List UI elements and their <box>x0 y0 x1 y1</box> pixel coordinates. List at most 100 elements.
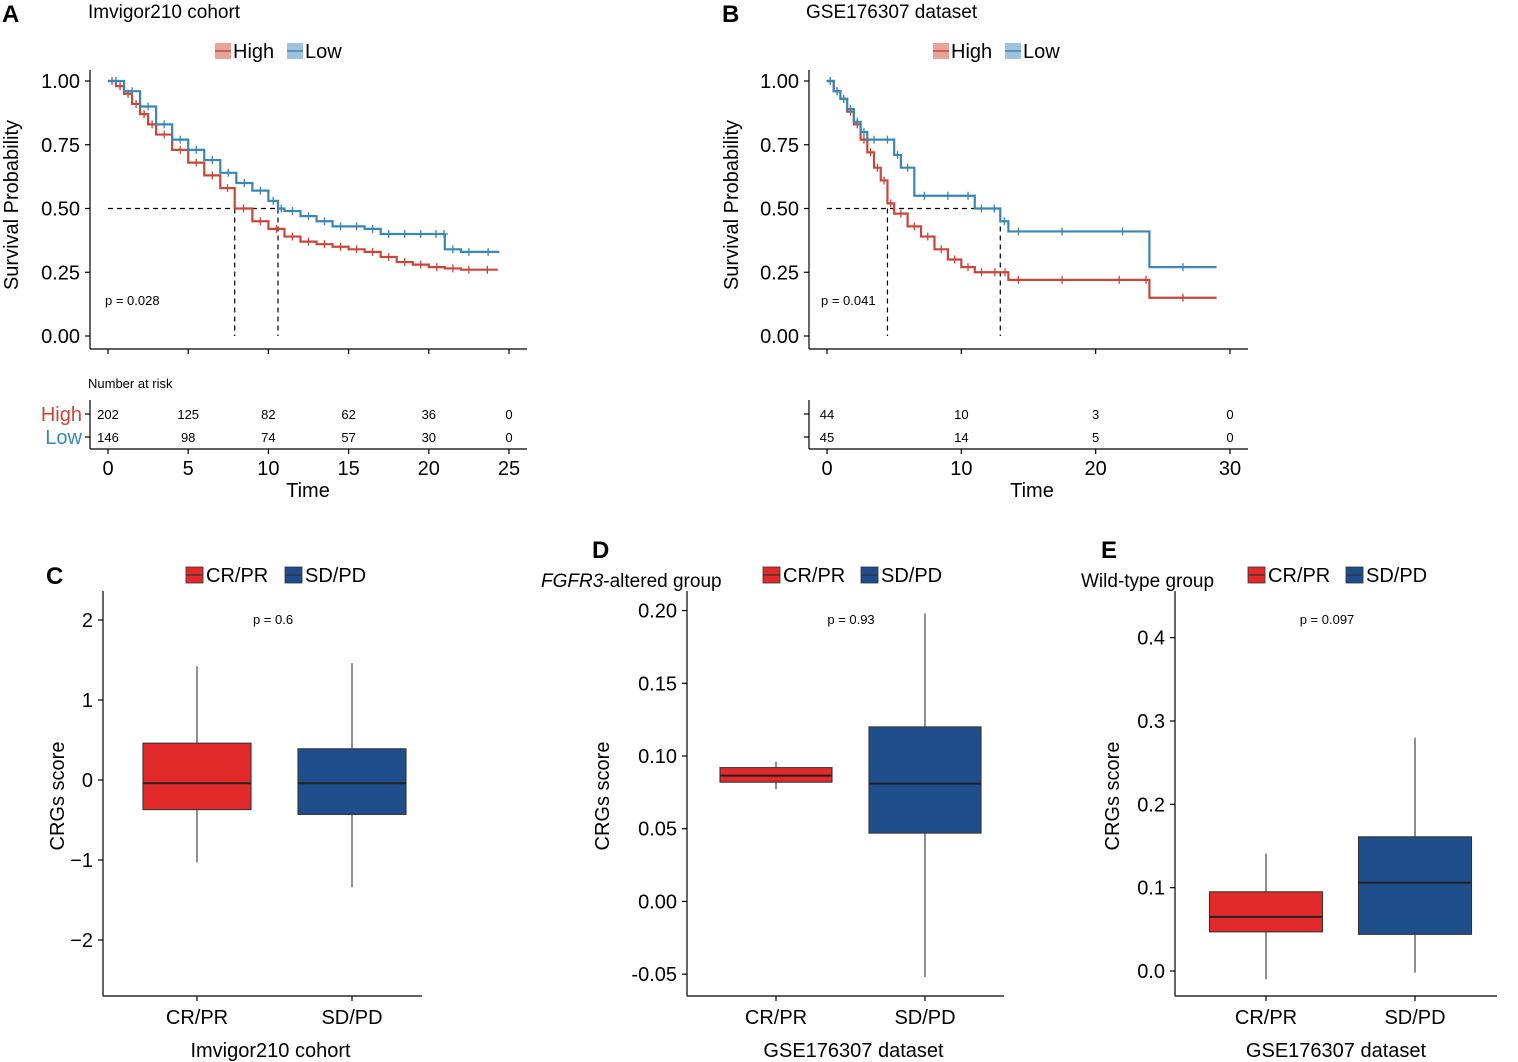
box-cr-pr <box>1208 891 1324 933</box>
x-tick-label-cr-pr: CR/PR <box>745 1007 807 1029</box>
censor-mark-low <box>883 135 892 144</box>
risk-table-heading: Number at risk <box>88 376 173 391</box>
legend-label-cr-pr: CR/PR <box>1268 565 1330 587</box>
censor-mark-low <box>432 230 441 238</box>
censor-mark-high <box>923 232 932 241</box>
censor-mark-high <box>464 265 473 274</box>
risk-count-low: 74 <box>261 430 275 445</box>
km-plot-b: High Low 0.00 0.25 0.50 0.75 1.00 Survival Prob… <box>721 41 1248 502</box>
censor-mark-low <box>859 128 868 136</box>
censor-mark-high <box>148 120 157 129</box>
y-tick-label: −1 <box>70 850 93 872</box>
y-tick-label: 0.50 <box>41 199 80 221</box>
censor-mark-high <box>432 263 441 272</box>
x-tick-label: 25 <box>498 458 520 480</box>
panel-e-title: Wild-type group <box>1081 571 1214 592</box>
censor-mark-low <box>269 196 278 205</box>
y-tick-label: 0.25 <box>760 262 799 284</box>
x-tick-label: 0 <box>102 458 113 480</box>
censor-mark-high <box>192 158 201 167</box>
x-axis-label: Imvigor210 cohort <box>190 1040 351 1062</box>
censor-mark-low <box>1058 227 1067 236</box>
p-value: p = 0.6 <box>253 612 293 627</box>
censor-mark-high <box>1000 268 1009 277</box>
x-tick-label: 10 <box>257 458 279 480</box>
censor-mark-high <box>239 204 248 213</box>
panel-letter-c: C <box>46 563 63 590</box>
legend-label-high: High <box>233 41 274 63</box>
censor-mark-low <box>846 105 855 114</box>
censor-mark-high <box>896 209 905 218</box>
box-sd-pd <box>1357 836 1473 935</box>
censor-mark-low <box>224 168 233 177</box>
censor-mark-low <box>176 135 185 144</box>
y-tick-label: 0.00 <box>760 326 799 348</box>
censor-mark-low <box>484 247 493 256</box>
y-tick-label: 0 <box>82 770 93 792</box>
censor-mark-high <box>1115 275 1124 284</box>
risk-row-name-low: Low <box>45 427 82 449</box>
y-axis-label: CRGs score <box>1102 742 1124 851</box>
x-axis-label: Time <box>286 480 330 502</box>
censor-mark-high <box>223 184 232 193</box>
censor-mark-high <box>320 240 329 249</box>
p-value: p = 0.097 <box>1300 612 1355 627</box>
risk-count-high: 82 <box>261 407 275 422</box>
censor-mark-low <box>853 117 862 126</box>
legend-label-sd-pd: SD/PD <box>305 565 366 587</box>
x-tick-label: 10 <box>950 458 972 480</box>
censor-mark-high <box>483 265 492 274</box>
y-tick-label: 0.00 <box>638 891 677 913</box>
censor-mark-high <box>272 224 281 233</box>
legend-label-high: High <box>951 41 992 63</box>
censor-mark-low <box>320 217 329 226</box>
x-tick-label: 5 <box>183 458 194 480</box>
risk-count-low: 0 <box>1226 430 1233 445</box>
risk-count-high: 125 <box>177 407 199 422</box>
y-tick-label: 0.75 <box>760 135 799 157</box>
x-tick-label-sd-pd: SD/PD <box>321 1007 382 1029</box>
censor-mark-high <box>977 268 986 277</box>
survival-curve-high <box>108 79 498 271</box>
censor-mark-high <box>1178 293 1187 302</box>
y-tick-label: 0.1 <box>1137 878 1165 900</box>
censor-mark-high <box>448 264 457 273</box>
risk-count-low: 0 <box>505 430 512 445</box>
censor-mark-low <box>368 224 377 233</box>
censor-mark-low <box>384 230 393 238</box>
risk-count-high: 44 <box>820 407 834 422</box>
x-tick-label: 20 <box>418 458 440 480</box>
censor-mark-low <box>400 230 409 238</box>
censor-mark-high <box>256 217 265 226</box>
y-tick-label: 0.05 <box>638 819 677 841</box>
boxplot-d: CR/PR SD/PD -0.05 0.00 0.05 0.10 0.15 0.20 CRGs … <box>592 565 1004 1062</box>
censor-mark-high <box>400 258 409 267</box>
risk-count-low: 146 <box>97 430 119 445</box>
x-tick-label: 0 <box>821 458 832 480</box>
x-tick-label-cr-pr: CR/PR <box>1235 1007 1297 1029</box>
censor-mark-high <box>288 232 297 241</box>
censor-mark-high <box>1058 275 1067 284</box>
y-tick-label: 0.15 <box>638 673 677 695</box>
x-tick-label-sd-pd: SD/PD <box>894 1007 955 1029</box>
censor-mark-high <box>160 130 169 139</box>
censor-mark-high <box>368 247 377 256</box>
censor-mark-high <box>352 245 361 254</box>
legend-label-low: Low <box>305 41 342 63</box>
boxplot-c: CR/PR SD/PD −2 −1 0 1 2 CRGs score CR/PR SD/PD p =… <box>47 565 422 1062</box>
censor-mark-high <box>937 245 946 254</box>
risk-count-high: 36 <box>422 407 436 422</box>
censor-mark-low <box>240 179 249 187</box>
risk-count-high: 0 <box>505 407 512 422</box>
censor-mark-low <box>943 191 952 200</box>
survival-curve-low <box>108 79 500 253</box>
p-value: p = 0.93 <box>827 612 874 627</box>
risk-count-high: 10 <box>954 407 968 422</box>
censor-mark-high <box>910 222 919 231</box>
censor-mark-low <box>833 87 842 96</box>
censor-mark-low <box>893 150 902 159</box>
censor-mark-high <box>132 99 141 108</box>
censor-mark-high <box>1014 275 1023 284</box>
y-axis-label: Survival Probability <box>1 120 23 290</box>
